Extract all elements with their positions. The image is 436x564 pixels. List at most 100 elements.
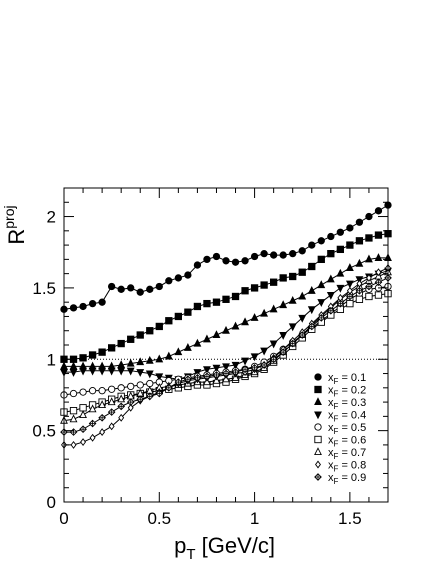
data-point xyxy=(164,383,173,392)
data-point xyxy=(279,274,287,282)
marker-circle xyxy=(289,250,297,258)
marker-triangle-up xyxy=(203,334,211,343)
marker-circle xyxy=(174,274,183,282)
data-point xyxy=(145,370,154,379)
data-point xyxy=(155,282,163,291)
marker-triangle-up xyxy=(374,253,383,261)
legend-label-value: = 0.9 xyxy=(338,472,366,484)
marker-square xyxy=(127,335,135,343)
y-tick-label: 1.5 xyxy=(32,279,56,298)
series-group xyxy=(60,201,392,449)
marker-triangle-down xyxy=(193,369,202,377)
data-point xyxy=(269,304,278,313)
legend-marker xyxy=(314,473,322,481)
legend-marker xyxy=(314,373,322,381)
marker-triangle-up xyxy=(164,351,173,360)
data-point xyxy=(326,306,335,315)
data-point xyxy=(250,363,259,372)
marker-square xyxy=(212,298,221,306)
data-point xyxy=(155,373,164,382)
marker-triangle-down xyxy=(298,314,307,323)
marker-square xyxy=(365,234,373,242)
x-tick-label: 1.5 xyxy=(338,509,362,528)
data-point xyxy=(317,280,326,289)
marker-circle xyxy=(79,388,87,396)
legend-label-subscript: F xyxy=(334,415,339,424)
marker-circle xyxy=(212,252,221,261)
data-point xyxy=(127,403,134,412)
legend-label-subscript: F xyxy=(334,402,339,411)
marker-triangle-down xyxy=(231,361,240,370)
marker-square xyxy=(222,295,230,303)
marker-triangle-down xyxy=(288,323,297,332)
data-point xyxy=(250,313,259,321)
marker-diamond xyxy=(315,460,321,469)
marker-circle xyxy=(98,387,106,395)
marker-circle xyxy=(298,247,306,255)
marker-circle xyxy=(88,387,97,395)
data-point xyxy=(107,367,116,376)
legend-marker xyxy=(314,447,322,456)
data-point xyxy=(355,286,364,295)
legend-label: xF = 0.8 xyxy=(328,460,366,474)
data-point xyxy=(98,400,107,408)
data-point xyxy=(336,228,345,236)
data-point xyxy=(355,295,364,303)
marker-square xyxy=(174,312,183,321)
legend-marker xyxy=(315,460,321,469)
data-point xyxy=(212,371,221,379)
marker-circle xyxy=(241,257,249,265)
data-point xyxy=(126,398,135,406)
marker-circle xyxy=(279,251,287,259)
data-point xyxy=(145,392,154,401)
legend: xF = 0.1xF = 0.2xF = 0.3xF = 0.4xF = 0.5… xyxy=(314,372,366,486)
marker-square xyxy=(327,250,335,258)
marker-circle xyxy=(127,382,135,391)
data-point xyxy=(222,295,230,303)
data-point xyxy=(345,280,354,289)
data-point xyxy=(307,306,316,315)
legend-item: xF = 0.6 xyxy=(314,435,366,449)
marker-triangle-up xyxy=(250,313,259,321)
data-point xyxy=(136,395,145,404)
marker-triangle-down xyxy=(279,331,288,340)
marker-triangle-up xyxy=(107,397,116,406)
data-point xyxy=(193,261,202,269)
marker-triangle-down xyxy=(336,284,345,293)
marker-circle xyxy=(88,299,97,308)
data-point xyxy=(203,255,211,264)
marker-triangle-up xyxy=(326,274,335,283)
marker-circle xyxy=(327,232,335,241)
data-point xyxy=(79,388,87,396)
data-point xyxy=(88,299,97,308)
marker-triangle-down xyxy=(260,347,269,356)
data-point xyxy=(107,282,116,291)
data-point xyxy=(70,440,77,449)
data-point xyxy=(374,291,383,299)
marker-circle xyxy=(69,304,78,312)
marker-triangle-up xyxy=(79,410,87,418)
data-point xyxy=(69,361,78,370)
data-point xyxy=(184,375,192,384)
data-point xyxy=(212,298,221,306)
data-point xyxy=(69,414,78,423)
legend-item: xF = 0.5 xyxy=(314,422,366,436)
legend-label: xF = 0.2 xyxy=(328,385,366,399)
marker-diamond xyxy=(99,428,106,437)
data-point xyxy=(336,284,345,293)
legend-label-value: = 0.8 xyxy=(338,460,366,472)
legend-marker xyxy=(314,423,322,431)
marker-square xyxy=(365,292,373,301)
marker-circle xyxy=(317,237,325,245)
data-point xyxy=(203,334,211,343)
marker-square xyxy=(374,231,383,239)
data-point xyxy=(203,372,211,381)
marker-triangle-down xyxy=(155,373,164,382)
data-point xyxy=(317,314,326,322)
marker-triangle-down xyxy=(69,369,78,377)
data-point xyxy=(174,312,183,321)
data-point xyxy=(222,257,230,265)
legend-label-main: x xyxy=(328,385,334,397)
data-point xyxy=(126,358,135,367)
